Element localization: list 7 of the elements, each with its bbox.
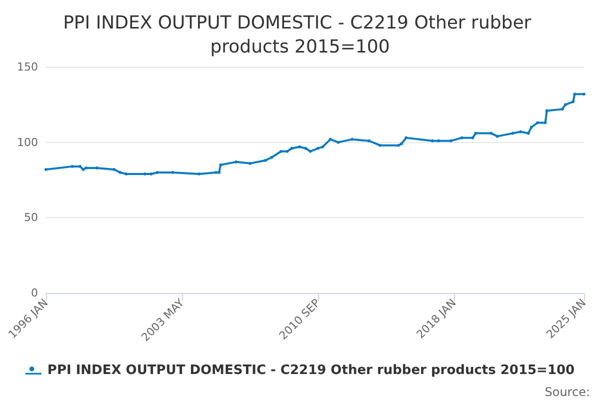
y-tick-label: 100 <box>17 136 38 149</box>
y-tick-label: 50 <box>24 211 38 224</box>
source-note: Source: <box>544 385 590 399</box>
legend-label: PPI INDEX OUTPUT DOMESTIC - C2219 Other rubber products 2015=100 <box>47 363 575 378</box>
y-tick-label: 150 <box>17 60 38 74</box>
y-tick-label: 0 <box>31 286 38 300</box>
chart-title: PPI INDEX OUTPUT DOMESTIC - C2219 Other rubber products 2015=100 <box>63 12 537 58</box>
